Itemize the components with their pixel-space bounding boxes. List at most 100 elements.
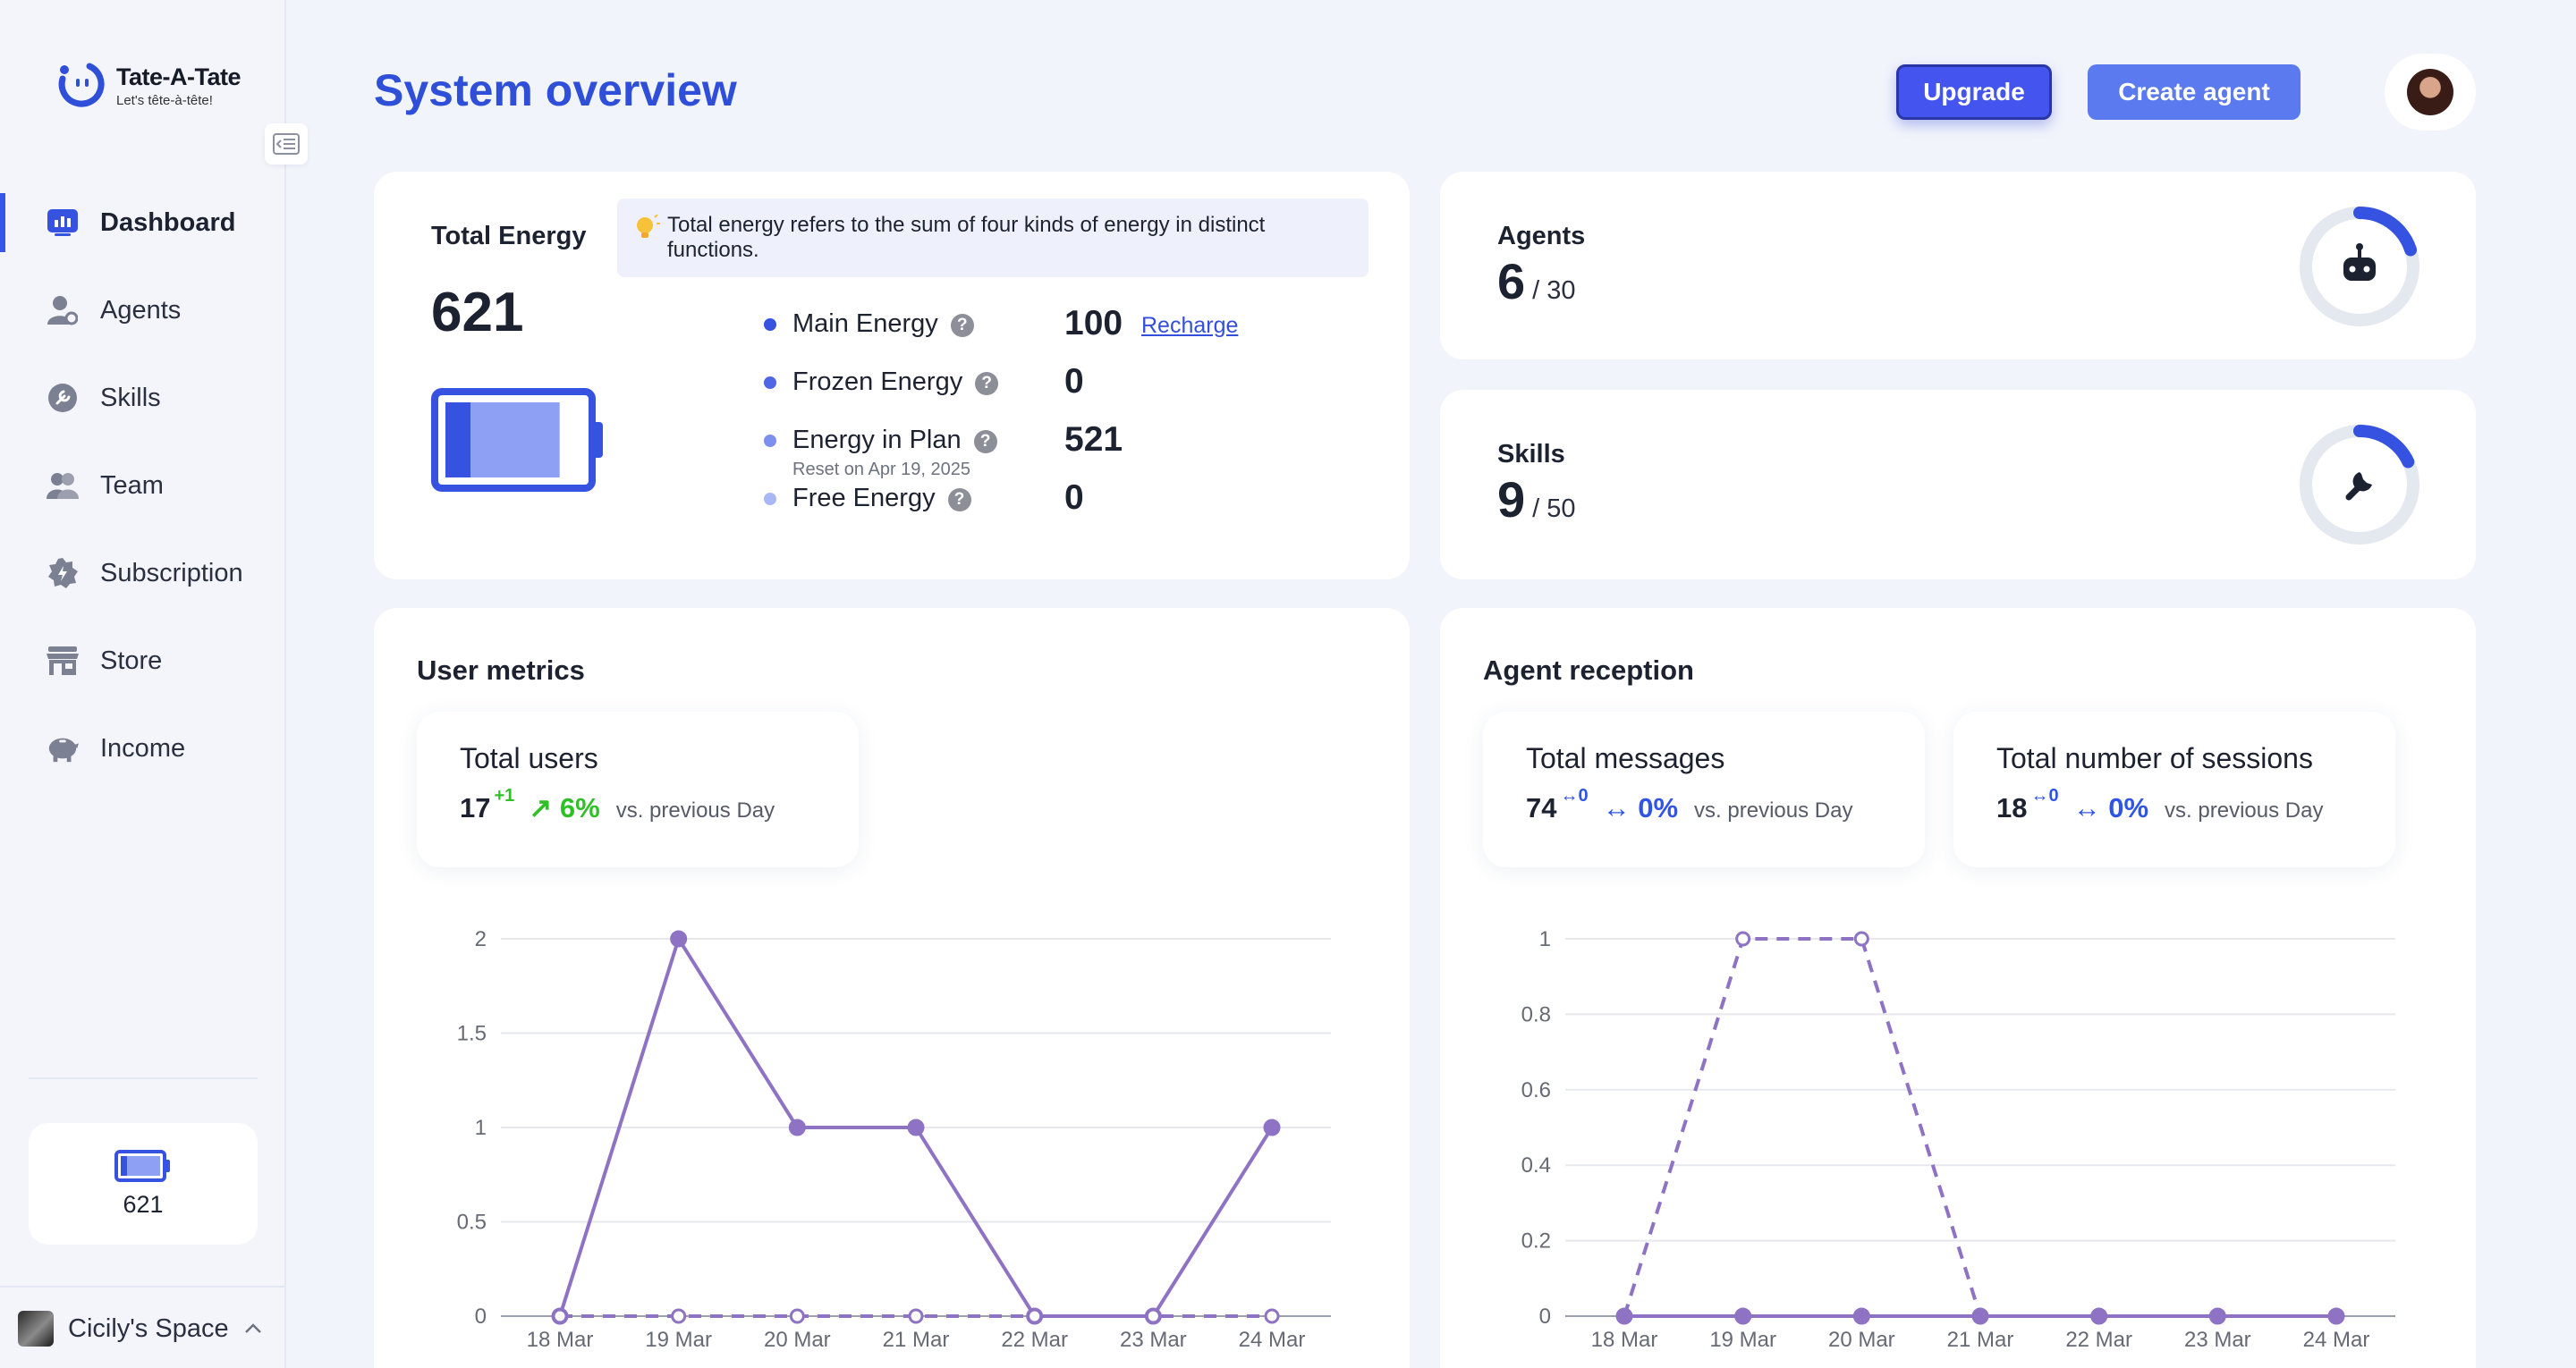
page-title: System overview: [374, 65, 737, 115]
sidebar-item-store[interactable]: Store: [0, 617, 286, 705]
data-point[interactable]: [908, 1308, 924, 1324]
data-point[interactable]: [1145, 1308, 1161, 1324]
battery-icon: [431, 388, 603, 492]
battery-icon: [114, 1149, 170, 1182]
agent-reception-chart: 0 0.2 0.4 0.6 0.8 1 18 Mar 19 Mar 20 Mar 21 Mar 22…: [1521, 927, 2395, 1352]
brand-logo[interactable]: Tate-A-Tate Let's tête-à-tête!: [54, 59, 242, 113]
sidebar-energy-value: 621: [123, 1190, 164, 1218]
logo-icon: [58, 63, 105, 107]
data-point[interactable]: [671, 1308, 687, 1324]
energy-tooltip: Total energy refers to the sum of four k…: [617, 198, 1368, 277]
upgrade-button[interactable]: Upgrade: [1896, 64, 2052, 120]
workspace-switcher[interactable]: Cicily's Space: [18, 1309, 268, 1348]
sidebar-item-agents[interactable]: Agents: [0, 266, 286, 354]
energy-name: Main Energy: [792, 309, 938, 338]
agents-value: 6: [1497, 253, 1526, 309]
energy-value: 521: [1064, 420, 1123, 459]
total-sessions-box: Total number of sessions 18 ↔0 ↔ 0% vs. …: [1953, 712, 2395, 867]
help-icon[interactable]: ?: [950, 314, 974, 337]
trend-up-icon: ↗: [529, 792, 553, 823]
data-point[interactable]: [788, 1119, 806, 1136]
y-tick-label: 2: [475, 927, 487, 951]
data-point[interactable]: [1971, 1307, 1989, 1325]
sidebar-item-skills[interactable]: Skills: [0, 354, 286, 442]
sidebar-nav: Dashboard Agents Skills Team Subscriptio…: [0, 179, 286, 792]
data-point[interactable]: [2327, 1307, 2345, 1325]
sidebar-item-team[interactable]: Team: [0, 442, 286, 529]
y-tick-label: 0.4: [1521, 1153, 1551, 1178]
metric-value: 18: [1996, 792, 2028, 823]
data-point[interactable]: [1263, 1119, 1281, 1136]
metric-delta-value: 0: [2048, 786, 2059, 806]
energy-row-main: Main Energy? 100 Recharge: [764, 302, 1318, 347]
wrench-icon: [2345, 472, 2372, 501]
metric-delta-value: 0: [1578, 786, 1589, 806]
data-point[interactable]: [1852, 1307, 1870, 1325]
agents-label: Agents: [1497, 222, 1586, 250]
data-point[interactable]: [552, 1308, 568, 1324]
y-tick-label: 0.6: [1521, 1078, 1551, 1102]
metric-percent-value: 0%: [2108, 792, 2149, 823]
x-tick-label: 24 Mar: [2303, 1328, 2370, 1352]
brand-tagline: Let's tête-à-tête!: [116, 93, 213, 108]
sidebar-item-label: Income: [100, 733, 186, 763]
metric-value: 74: [1526, 792, 1557, 823]
energy-value: 100: [1064, 304, 1123, 342]
trend-flat-icon: ↔: [1602, 792, 1631, 823]
metric-label: Total number of sessions: [1996, 742, 2313, 774]
y-tick-label: 1.5: [457, 1022, 487, 1046]
data-point[interactable]: [2090, 1307, 2108, 1325]
total-messages-box: Total messages 74 ↔0 ↔ 0% vs. previous D…: [1483, 712, 1925, 867]
skills-count: 9/ 50: [1497, 470, 1576, 528]
collapse-sidebar-button[interactable]: [265, 123, 308, 165]
skills-card[interactable]: Skills 9/ 50: [1440, 390, 2476, 579]
sidebar-energy-card[interactable]: 621: [29, 1123, 258, 1245]
energy-tooltip-text: Total energy refers to the sum of four k…: [667, 213, 1266, 262]
y-tick-label: 0.5: [457, 1211, 487, 1235]
user-menu[interactable]: [2385, 54, 2476, 131]
x-tick-label: 24 Mar: [1239, 1328, 1306, 1352]
x-tick-label: 20 Mar: [764, 1328, 831, 1352]
sidebar: Tate-A-Tate Let's tête-à-tête! Dashboard…: [0, 0, 308, 1368]
energy-name: Energy in Plan: [792, 426, 962, 454]
data-point[interactable]: [1615, 1307, 1633, 1325]
energy-dot: [764, 376, 776, 389]
metric-compare: vs. previous Day: [615, 798, 775, 823]
recharge-link[interactable]: Recharge: [1141, 313, 1239, 338]
x-tick-label: 19 Mar: [645, 1328, 712, 1352]
y-tick-label: 0.2: [1521, 1229, 1551, 1254]
create-agent-button[interactable]: Create agent: [2088, 64, 2301, 120]
data-point[interactable]: [670, 930, 688, 948]
x-tick-label: 21 Mar: [1947, 1328, 2014, 1352]
data-point[interactable]: [1735, 931, 1751, 947]
data-point[interactable]: [1027, 1308, 1043, 1324]
energy-dot: [764, 493, 776, 505]
data-point[interactable]: [1853, 931, 1869, 947]
data-point[interactable]: [1264, 1308, 1280, 1324]
data-point[interactable]: [1734, 1307, 1752, 1325]
help-icon[interactable]: ?: [947, 488, 971, 511]
help-icon[interactable]: ?: [975, 372, 999, 395]
x-tick-label: 23 Mar: [2184, 1328, 2251, 1352]
sidebar-item-subscription[interactable]: Subscription: [0, 529, 286, 617]
metric-percent-value: 6%: [559, 792, 600, 823]
agents-card[interactable]: Agents 6/ 30: [1440, 172, 2476, 359]
sidebar-bottom-divider: [0, 1286, 286, 1288]
data-point[interactable]: [907, 1119, 925, 1136]
agent-reception-card: Agent reception Total messages 74 ↔0 ↔ 0…: [1440, 608, 2476, 1368]
help-icon[interactable]: ?: [973, 430, 997, 453]
sidebar-item-dashboard[interactable]: Dashboard: [0, 179, 286, 266]
data-point[interactable]: [2208, 1307, 2226, 1325]
x-tick-label: 20 Mar: [1828, 1328, 1895, 1352]
x-tick-label: 22 Mar: [1001, 1328, 1068, 1352]
avatar: [2407, 69, 2453, 115]
sidebar-item-label: Skills: [100, 383, 161, 412]
agents-icon: [47, 294, 79, 326]
y-tick-label: 0.8: [1521, 1002, 1551, 1026]
metric-percent-value: 0%: [1638, 792, 1679, 823]
sidebar-item-income[interactable]: Income: [0, 705, 286, 792]
team-icon: [47, 469, 79, 502]
subscription-icon: [47, 557, 79, 589]
metric-delta: ↔0: [2030, 786, 2059, 806]
data-point[interactable]: [789, 1308, 805, 1324]
